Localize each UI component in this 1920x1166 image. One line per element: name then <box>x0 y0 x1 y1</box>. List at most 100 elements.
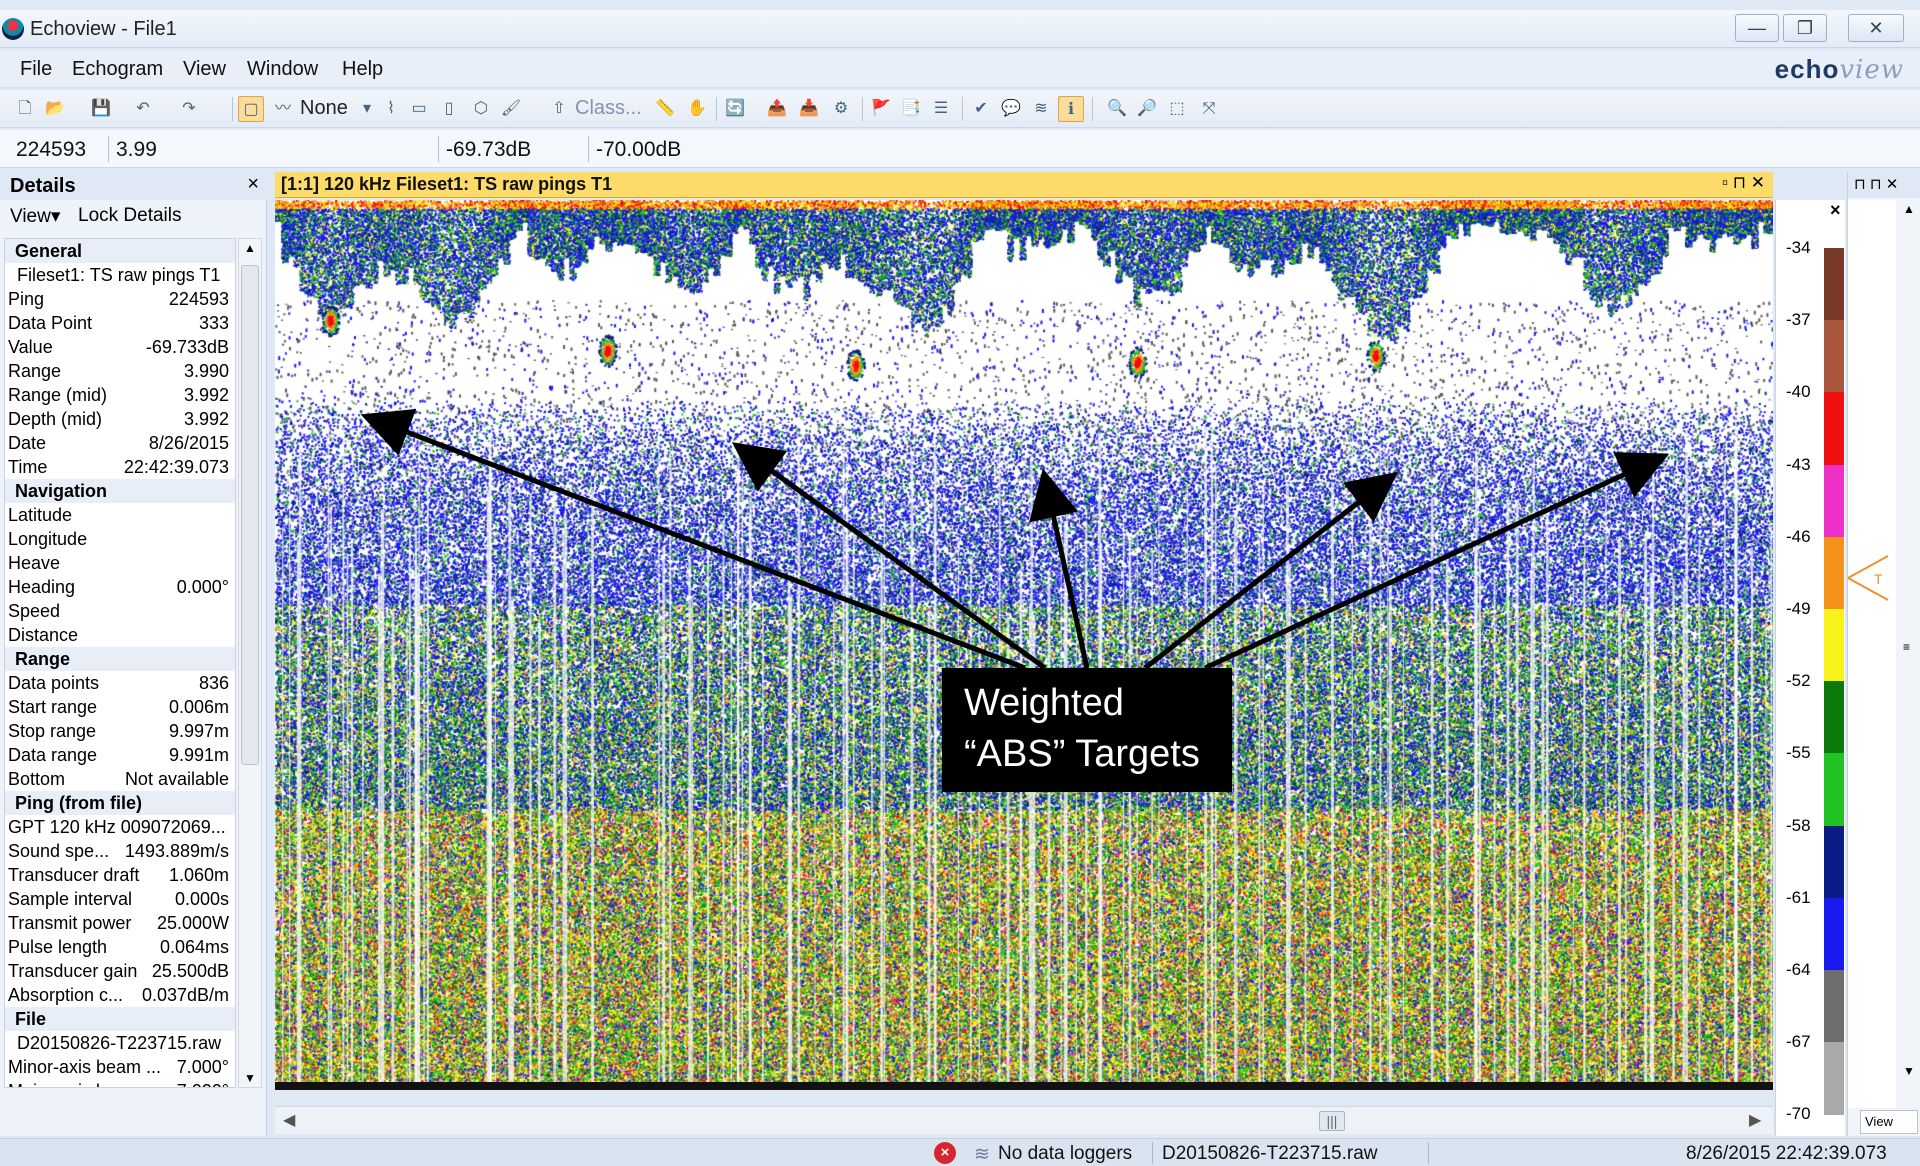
details-section-header[interactable]: Range <box>5 647 235 671</box>
filter-icon[interactable]: ≋ <box>1034 100 1048 117</box>
open-folder-icon[interactable]: 📂 <box>45 100 65 117</box>
rp-scroll-down-icon[interactable]: ▼ <box>1903 1064 1915 1078</box>
minimize-button[interactable]: — <box>1735 14 1779 42</box>
menu-help[interactable]: Help <box>342 58 384 80</box>
details-section-header[interactable]: File <box>5 1007 235 1031</box>
save-icon[interactable]: 💾 <box>91 100 111 117</box>
line-pick-icon[interactable]: 〰 <box>274 100 291 117</box>
details-property-row[interactable]: Stop range 9.997m <box>5 719 235 743</box>
details-scrollbar[interactable]: ▲ ▼ <box>238 238 262 1088</box>
polyline-icon[interactable]: ⌇ <box>387 100 395 117</box>
details-scroll-thumb[interactable] <box>241 265 259 765</box>
details-property-row[interactable]: Heading 0.000° <box>5 575 235 599</box>
property-name: Range <box>15 649 71 669</box>
zoom-in-icon[interactable]: 🔍 <box>1107 100 1127 117</box>
details-property-row[interactable]: Ping 224593 <box>5 287 235 311</box>
horizontal-scroll-thumb[interactable]: ||| <box>1319 1111 1345 1131</box>
layers-icon[interactable]: 📑 <box>901 100 921 117</box>
scroll-down-icon[interactable]: ▼ <box>244 1071 256 1085</box>
details-property-row[interactable]: Longitude <box>5 527 235 551</box>
zoom-box-icon[interactable]: ⬚ <box>1169 100 1185 117</box>
classify-icon[interactable]: ⇧ <box>552 100 566 117</box>
refresh-icon[interactable]: 🔄 <box>725 100 745 117</box>
details-section-header[interactable]: Navigation <box>5 479 235 503</box>
echogram-horizontal-scrollbar[interactable]: ◀ ||| ▶ <box>275 1106 1773 1134</box>
details-property-row[interactable]: D20150826-T223715.raw <box>5 1031 235 1055</box>
menu-view[interactable]: View <box>183 58 226 80</box>
menu-file[interactable]: File <box>20 58 53 80</box>
scroll-up-icon[interactable]: ▲ <box>244 241 256 255</box>
details-section-header[interactable]: Ping (from file) <box>5 791 235 815</box>
rp-scroll-grip-icon[interactable]: ≡ <box>1903 640 1911 654</box>
details-section-header[interactable]: General <box>5 239 235 263</box>
horizontal-band-icon[interactable]: ▭ <box>411 100 427 117</box>
details-property-row[interactable]: GPT 120 kHz 009072069... <box>5 815 235 839</box>
details-property-row[interactable]: Transducer draft 1.060m <box>5 863 235 887</box>
details-property-row[interactable]: Distance <box>5 623 235 647</box>
details-property-row[interactable]: Range (mid) 3.992 <box>5 383 235 407</box>
details-property-row[interactable]: Pulse length 0.064ms <box>5 935 235 959</box>
region-brush-icon[interactable]: 🖌 <box>500 100 522 117</box>
new-file-icon[interactable]: 🗋 <box>18 100 32 117</box>
details-property-row[interactable]: Transducer gain 25.500dB <box>5 959 235 983</box>
menu-window[interactable]: Window <box>247 58 319 80</box>
details-property-row[interactable]: Data points 836 <box>5 671 235 695</box>
rectangle-select-icon[interactable]: ▢ <box>238 96 264 122</box>
details-property-row[interactable]: Value -69.733dB <box>5 335 235 359</box>
details-property-row[interactable]: Data range 9.991m <box>5 743 235 767</box>
stack-icon[interactable]: ☰ <box>933 100 949 117</box>
redo-icon[interactable]: ↷ <box>182 100 196 117</box>
details-property-row[interactable]: Time 22:42:39.073 <box>5 455 235 479</box>
details-property-row[interactable]: Heave <box>5 551 235 575</box>
details-property-row[interactable]: Transmit power 25.000W <box>5 911 235 935</box>
echogram-plot[interactable] <box>275 200 1773 1090</box>
dropdown-arrow-icon[interactable]: ▾ <box>362 100 372 117</box>
details-property-row[interactable]: Range 3.990 <box>5 359 235 383</box>
classify-dropdown[interactable]: Class... <box>575 97 642 119</box>
details-property-row[interactable]: Sound spe... 1493.889m/s <box>5 839 235 863</box>
details-property-row[interactable]: Depth (mid) 3.992 <box>5 407 235 431</box>
details-property-row[interactable]: Data Point 333 <box>5 311 235 335</box>
line-mode-dropdown[interactable]: None <box>300 97 348 119</box>
echogram-canvas[interactable] <box>275 200 1773 1082</box>
details-property-row[interactable]: Minor-axis beam ... 7.000° <box>5 1055 235 1079</box>
scroll-left-icon[interactable]: ◀ <box>283 1112 296 1129</box>
rp-scroll-up-icon[interactable]: ▲ <box>1903 202 1915 216</box>
details-property-row[interactable]: Date 8/26/2015 <box>5 431 235 455</box>
restore-button[interactable]: ❐ <box>1783 14 1827 42</box>
details-property-row[interactable]: Start range 0.006m <box>5 695 235 719</box>
settings-icon[interactable]: ⚙ <box>833 100 849 117</box>
export-icon[interactable]: 📤 <box>767 100 787 117</box>
check-icon[interactable]: ✔ <box>974 100 988 117</box>
color-scale-close-icon[interactable]: × <box>1830 200 1841 220</box>
ruler-icon[interactable]: 📏 <box>655 100 675 117</box>
details-property-row[interactable]: Sample interval 0.000s <box>5 887 235 911</box>
hand-pan-icon[interactable]: ✋ <box>687 100 707 117</box>
vertical-band-icon[interactable]: ▯ <box>444 100 454 117</box>
comment-icon[interactable]: 💬 <box>1001 100 1021 117</box>
import-icon[interactable]: 📥 <box>799 100 819 117</box>
polygon-icon[interactable]: ⬡ <box>474 100 488 117</box>
details-property-row[interactable]: Speed <box>5 599 235 623</box>
details-close-icon[interactable]: × <box>247 173 259 195</box>
marker-icon[interactable]: 🚩 <box>871 100 891 117</box>
details-property-row[interactable]: Bottom Not available <box>5 767 235 791</box>
zoom-fit-icon[interactable]: ⤧ <box>1202 100 1216 117</box>
right-panel-view-tab[interactable]: View <box>1860 1110 1918 1134</box>
echogram-window-controls[interactable]: ▫ ⊓ ✕ <box>1722 173 1765 192</box>
details-view-menu[interactable]: View▾ <box>10 206 61 227</box>
scroll-right-icon[interactable]: ▶ <box>1749 1112 1762 1129</box>
right-panel-scrollbar[interactable]: ▲ ≡ ▼ <box>1898 200 1920 1080</box>
menu-echogram[interactable]: Echogram <box>72 58 164 80</box>
zoom-out-icon[interactable]: 🔎 <box>1137 100 1157 117</box>
details-property-row[interactable]: Major-axis beam ... 7.000° <box>5 1079 235 1087</box>
details-property-row[interactable]: Fileset1: TS raw pings T1 <box>5 263 235 287</box>
undo-icon[interactable]: ↶ <box>136 100 150 117</box>
details-property-row[interactable]: Latitude <box>5 503 235 527</box>
details-property-row[interactable]: Absorption c... 0.037dB/m <box>5 983 235 1007</box>
error-icon[interactable]: × <box>934 1142 956 1164</box>
right-panel-controls[interactable]: ⊓ ⊓ ✕ <box>1848 172 1920 198</box>
close-button[interactable]: ✕ <box>1848 14 1904 42</box>
info-icon[interactable]: ℹ <box>1058 96 1084 122</box>
lock-details-button[interactable]: Lock Details <box>78 205 182 226</box>
